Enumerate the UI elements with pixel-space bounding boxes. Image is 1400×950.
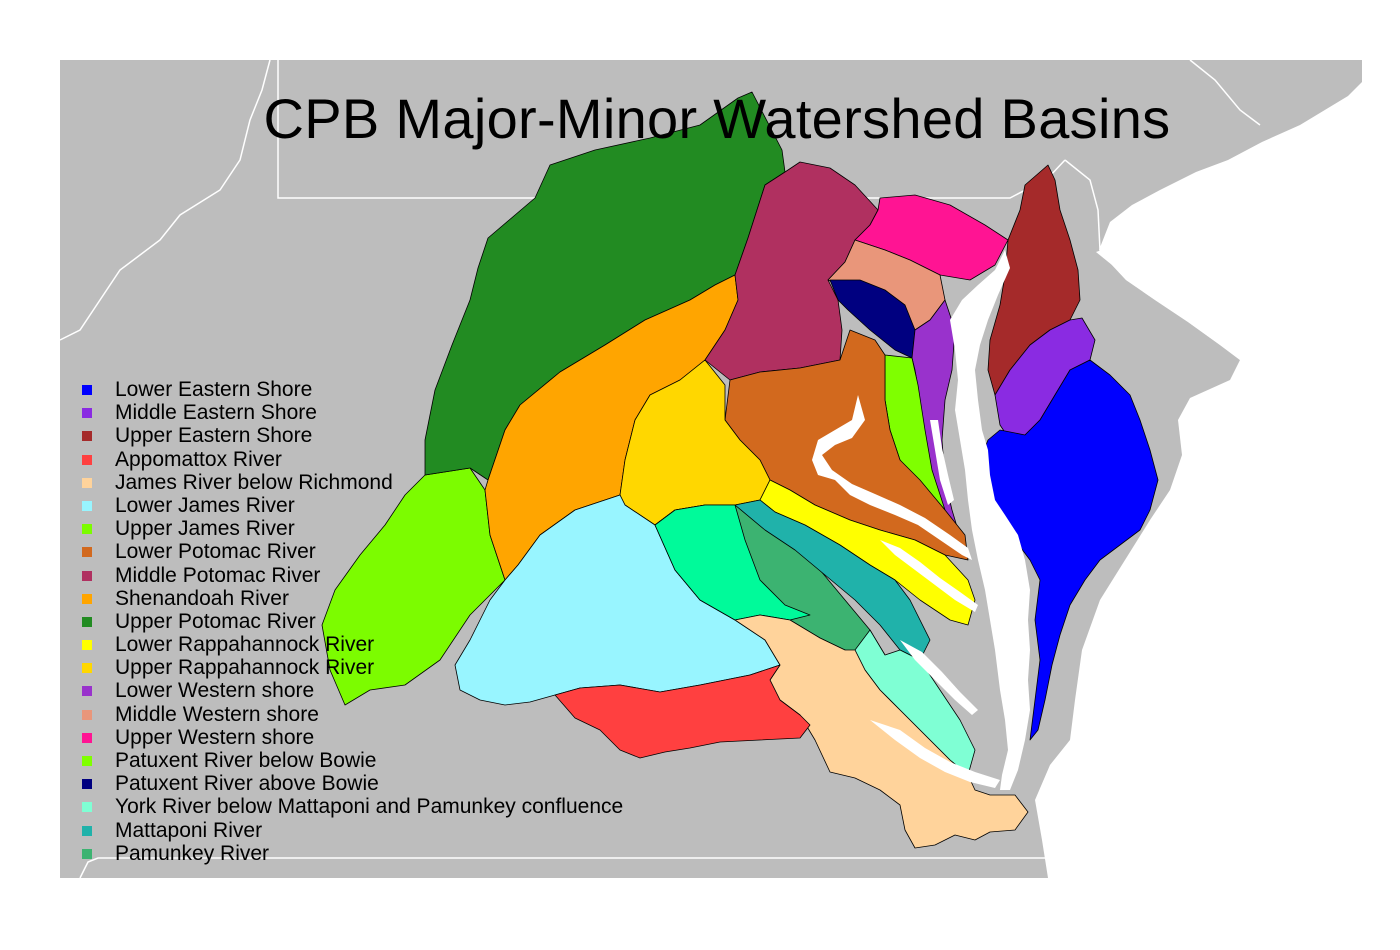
legend-swatch — [82, 709, 92, 720]
potomac-estuary — [812, 395, 972, 560]
legend-swatch — [82, 454, 92, 465]
legend-swatch — [82, 385, 92, 395]
legend-label: Upper James River — [115, 517, 295, 541]
legend-swatch — [82, 408, 92, 419]
james-estuary — [870, 720, 1000, 788]
legend-label: Shenandoah River — [115, 586, 289, 610]
legend-swatch — [82, 616, 92, 627]
basins — [321, 91, 1159, 849]
legend-label: Pamunkey River — [115, 841, 270, 865]
legend-label: Upper Eastern Shore — [115, 424, 313, 448]
legend-label: Lower Potomac River — [115, 540, 316, 564]
legend-label: Appomattox River — [115, 447, 282, 471]
legend-label: Lower Rappahannock River — [115, 633, 375, 657]
legend-label: Lower James River — [115, 493, 295, 517]
legend-swatch — [82, 732, 92, 743]
basin-upper-eastern-shore — [987, 164, 1081, 396]
patuxent-estuary — [930, 420, 954, 505]
legend-label: York River below Mattaponi and Pamunkey … — [115, 795, 624, 819]
legend-label: Patuxent River below Bowie — [115, 749, 377, 772]
legend-label: Middle Western shore — [115, 702, 319, 726]
legend-swatch — [82, 825, 92, 836]
legend-swatch — [82, 477, 92, 488]
york-estuary — [900, 640, 978, 715]
chesapeake-bay-water — [812, 250, 1030, 790]
legend-swatch — [82, 802, 92, 813]
legend-label: Mattaponi River — [115, 818, 263, 842]
legend-swatch — [82, 593, 92, 604]
legend-label: Upper Potomac River — [115, 609, 316, 633]
legend-swatch — [82, 500, 92, 511]
basin-james-below-richmond — [734, 614, 1029, 849]
legend-swatch — [82, 570, 92, 581]
legend-swatch — [82, 686, 92, 697]
legend-label: Middle Eastern Shore — [115, 401, 317, 425]
rappahannock-estuary — [880, 540, 978, 612]
legend-label: Upper Rappahannock River — [115, 656, 375, 680]
chesapeake-bay — [950, 250, 1030, 790]
legend-label: Middle Potomac River — [115, 563, 321, 587]
legend-swatch — [82, 756, 92, 766]
basin-pamunkey-river-upper — [654, 504, 811, 621]
legend-label: Lower Eastern Shore — [115, 378, 313, 401]
basin-middle-potomac-river — [704, 161, 879, 381]
legend-swatch — [82, 431, 92, 442]
legend-swatch — [82, 779, 92, 790]
basin-mattaponi-river — [734, 499, 931, 661]
legend-swatch — [82, 848, 92, 859]
legend-swatch — [82, 663, 92, 674]
legend-swatch — [82, 547, 92, 558]
basin-appomattox-river — [554, 664, 811, 759]
legend-label: Lower Western shore — [115, 679, 315, 703]
delaware-bay — [1096, 244, 1255, 360]
legend-label: Upper Western shore — [115, 725, 315, 749]
legend-label: Patuxent River above Bowie — [115, 772, 379, 796]
legend-swatch — [82, 524, 92, 535]
legend-swatch — [82, 640, 92, 651]
legend-label: James River below Richmond — [115, 470, 393, 494]
